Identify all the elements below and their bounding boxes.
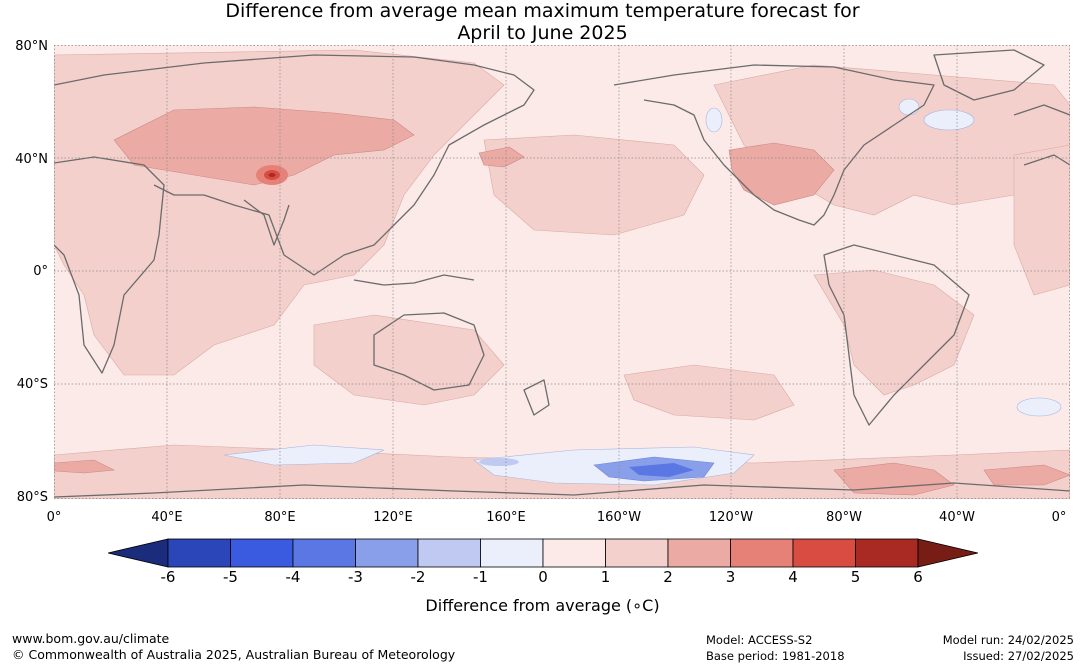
colorbar-tick-label: -1 xyxy=(473,568,488,586)
colorbar-tick-label: 0 xyxy=(538,568,548,586)
lon-label-120e: 120°E xyxy=(373,510,413,525)
colorbar-tick-label: 5 xyxy=(850,568,861,586)
colorbar-segment xyxy=(355,538,419,568)
colorbar-tick-label: -6 xyxy=(160,568,176,586)
colorbar-tick-label: 6 xyxy=(913,568,923,586)
footer-model-run: Model run: 24/02/2025 xyxy=(942,633,1074,647)
colorbar-segment xyxy=(792,538,856,568)
lon-label-0-east: 0° xyxy=(1051,510,1067,525)
lat-label-0: 0° xyxy=(33,264,48,279)
lon-label-120w: 120°W xyxy=(708,510,754,525)
lat-label-40n: 40°N xyxy=(15,152,48,167)
temperature-anomaly-map xyxy=(54,45,1070,499)
lon-label-160e: 160°E xyxy=(486,510,526,525)
colorbar-segment xyxy=(542,538,606,568)
colorbar-tick-label: 3 xyxy=(725,568,736,586)
footer-base-period: Base period: 1981-2018 xyxy=(706,649,845,663)
colorbar-tick-label: 2 xyxy=(663,568,673,586)
colorbar-segment xyxy=(855,538,919,568)
lat-label-80n: 80°N xyxy=(15,39,48,54)
map-title-line1: Difference from average mean maximum tem… xyxy=(225,0,860,22)
footer-issued: Issued: 27/02/2025 xyxy=(963,649,1074,663)
lat-label-40s: 40°S xyxy=(16,377,48,392)
graticule xyxy=(54,45,1070,499)
colorbar-segment xyxy=(480,538,544,568)
footer-model: Model: ACCESS-S2 xyxy=(706,633,813,647)
colorbar-tick-label: -3 xyxy=(348,568,363,586)
colorbar-label: Difference from average (∘C) xyxy=(425,596,660,615)
colorbar-tick-label: 4 xyxy=(788,568,798,586)
anomaly-hotspot xyxy=(256,165,288,185)
colorbar xyxy=(108,538,978,568)
colorbar-segment xyxy=(730,538,794,568)
lon-label-40e: 40°E xyxy=(151,510,183,525)
colorbar-tick-label: -4 xyxy=(285,568,301,586)
lon-label-80w: 80°W xyxy=(826,510,862,525)
footer-url[interactable]: www.bom.gov.au/climate xyxy=(12,631,170,646)
coastlines xyxy=(54,49,1070,498)
lon-label-80e: 80°E xyxy=(264,510,296,525)
colorbar-segment xyxy=(167,538,231,568)
colorbar-extend-high xyxy=(917,538,978,568)
colorbar-segment xyxy=(667,538,731,568)
colorbar-tick-label: -2 xyxy=(410,568,426,586)
anomaly-2-to-3 xyxy=(54,106,1070,496)
colorbar-segment xyxy=(417,538,481,568)
lon-label-160w: 160°W xyxy=(596,510,642,525)
map-title-line2: April to June 2025 xyxy=(457,22,628,44)
anomaly-negative xyxy=(223,98,1062,486)
lat-label-80s: 80°S xyxy=(16,490,48,505)
lon-label-40w: 40°W xyxy=(939,510,975,525)
colorbar-tick-label: 1 xyxy=(600,568,611,586)
colorbar-extend-low xyxy=(108,538,169,568)
colorbar-segment xyxy=(230,538,294,568)
footer-copyright: © Commonwealth of Australia 2025, Austra… xyxy=(12,647,456,662)
colorbar-segment xyxy=(605,538,669,568)
lon-label-0: 0° xyxy=(46,510,62,525)
colorbar-segment xyxy=(292,538,356,568)
colorbar-tick-label: -5 xyxy=(223,568,238,586)
